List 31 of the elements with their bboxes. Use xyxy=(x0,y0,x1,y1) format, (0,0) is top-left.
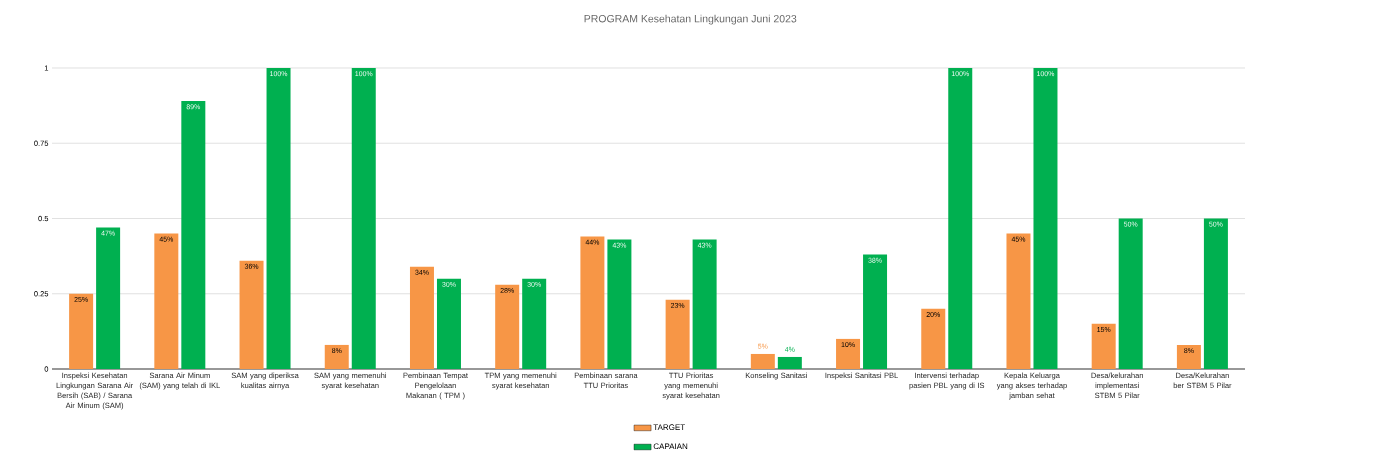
bar xyxy=(665,299,690,369)
bar xyxy=(154,233,179,369)
bar xyxy=(580,236,605,369)
legend-label: TARGET xyxy=(653,424,685,431)
bar xyxy=(409,266,434,369)
bar xyxy=(1033,68,1058,369)
bar xyxy=(1006,233,1031,369)
chart-title: PROGRAM Kesehatan Lingkungan Juni 2023 xyxy=(584,14,797,25)
bar xyxy=(69,293,94,369)
bar xyxy=(522,278,547,369)
bar xyxy=(495,284,520,369)
bar xyxy=(777,356,802,369)
legend-label: CAPAIAN xyxy=(653,443,688,450)
bar xyxy=(1118,218,1143,369)
bar xyxy=(351,68,376,369)
bar xyxy=(239,260,264,369)
bar xyxy=(1091,323,1116,369)
bar xyxy=(692,239,717,369)
bar xyxy=(863,254,888,369)
bar xyxy=(324,344,349,369)
bar xyxy=(750,353,775,369)
bar xyxy=(948,68,973,369)
bar xyxy=(96,227,121,369)
bar xyxy=(1203,218,1228,369)
bar xyxy=(181,101,206,369)
bar xyxy=(1176,344,1201,369)
bar xyxy=(921,308,946,369)
bar xyxy=(836,338,861,369)
bar xyxy=(436,278,461,369)
bar xyxy=(607,239,632,369)
bar xyxy=(266,68,291,369)
